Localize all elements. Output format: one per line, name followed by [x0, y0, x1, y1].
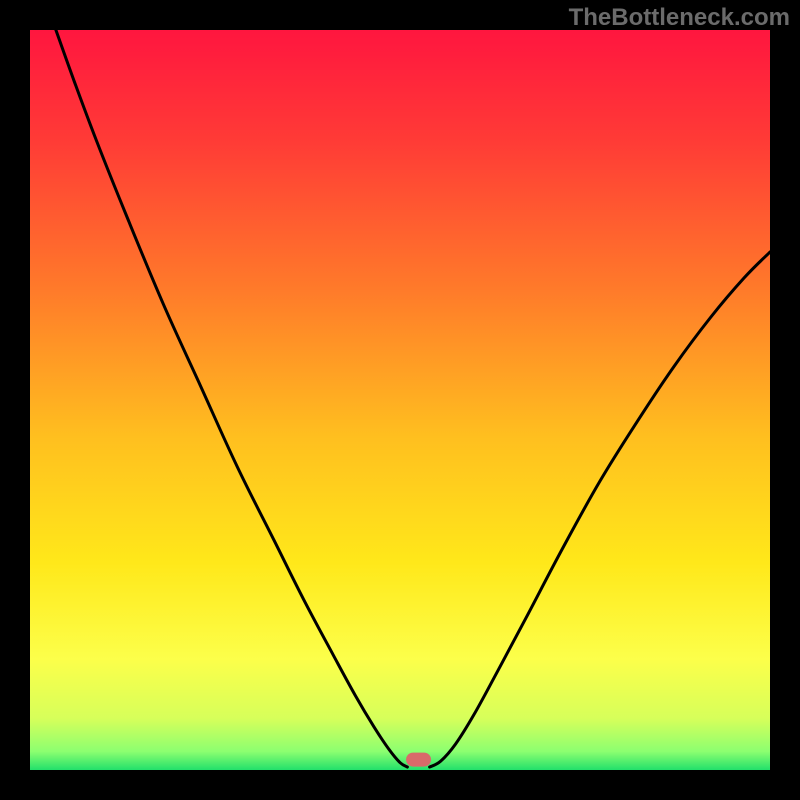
- gradient-background: [30, 30, 770, 770]
- plot-area: [30, 30, 770, 770]
- chart-frame: TheBottleneck.com: [0, 0, 800, 800]
- minimum-marker: [406, 752, 432, 767]
- watermark-text: TheBottleneck.com: [569, 4, 790, 32]
